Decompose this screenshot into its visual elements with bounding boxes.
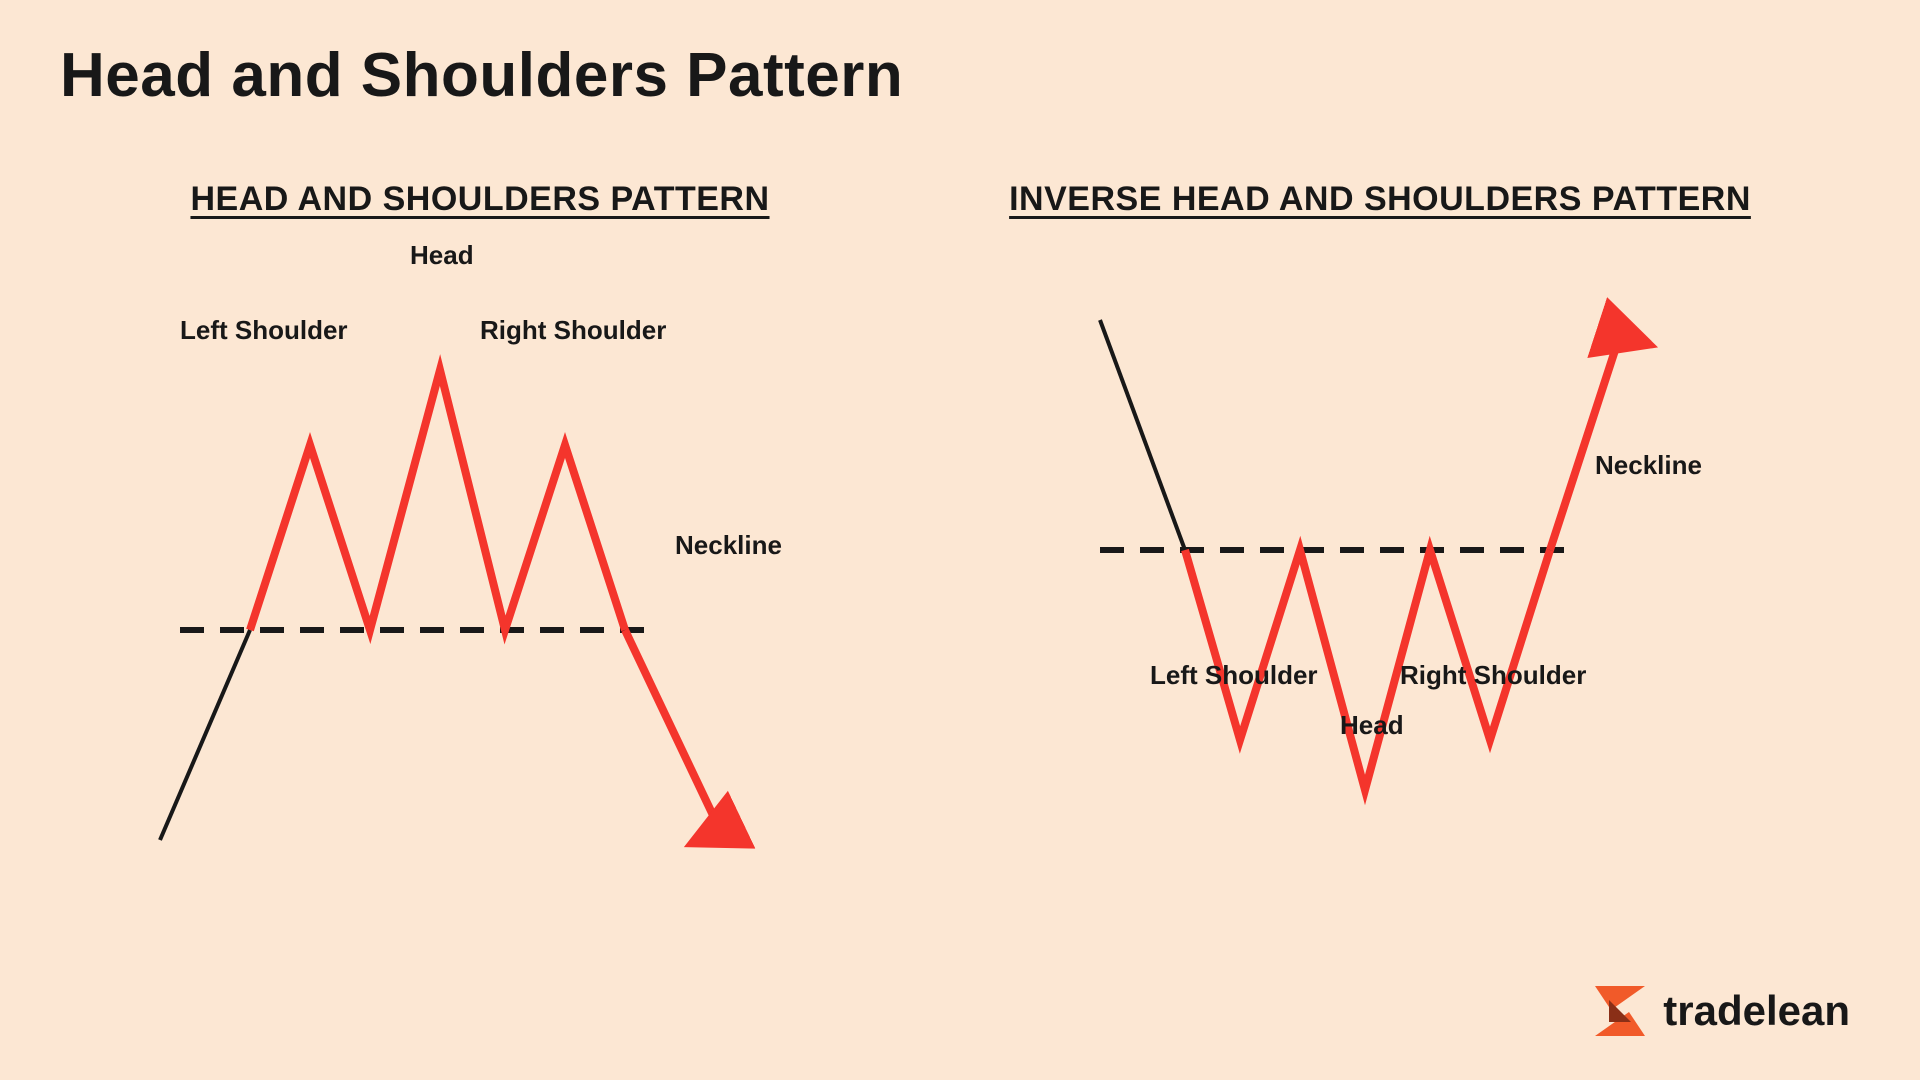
label-left-shoulder-left: Left Shoulder xyxy=(180,315,348,346)
pattern-line-left xyxy=(250,370,625,630)
label-neckline-right: Neckline xyxy=(1595,450,1702,481)
lead-in-left xyxy=(160,630,250,840)
label-head-right: Head xyxy=(1340,710,1404,741)
inverse-head-shoulders-chart xyxy=(980,260,1780,860)
label-right-shoulder-right: Right Shoulder xyxy=(1400,660,1586,691)
page-title: Head and Shoulders Pattern xyxy=(60,40,903,111)
breakout-left xyxy=(625,630,720,830)
panel-title-left: HEAD AND SHOULDERS PATTERN xyxy=(80,180,880,219)
breakout-right xyxy=(1550,335,1620,550)
label-left-shoulder-right: Left Shoulder xyxy=(1150,660,1318,691)
brand-name: tradelean xyxy=(1663,987,1850,1035)
label-right-shoulder-left: Right Shoulder xyxy=(480,315,666,346)
label-neckline-left: Neckline xyxy=(675,530,782,561)
head-shoulders-panel: HEAD AND SHOULDERS PATTERN Head Left Sho… xyxy=(80,180,880,880)
inverse-head-shoulders-panel: INVERSE HEAD AND SHOULDERS PATTERN Head … xyxy=(980,180,1780,880)
brand-logo: tradelean xyxy=(1591,982,1850,1040)
lead-in-right xyxy=(1100,320,1185,550)
panel-title-right: INVERSE HEAD AND SHOULDERS PATTERN xyxy=(980,180,1780,219)
brand-logo-icon xyxy=(1591,982,1649,1040)
label-head-left: Head xyxy=(410,240,474,271)
